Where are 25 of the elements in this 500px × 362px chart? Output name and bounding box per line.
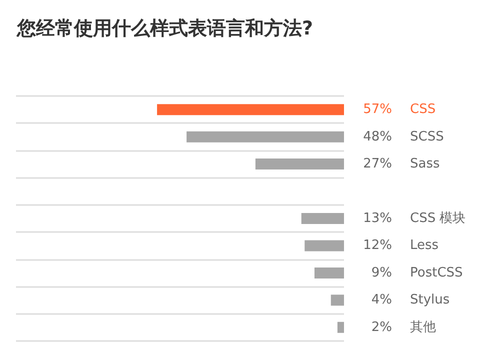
y-tick-label: CSS 模块 [410, 211, 466, 226]
data-label: 12% [363, 238, 392, 254]
data-label: 9% [371, 265, 392, 280]
bar [301, 213, 344, 224]
bar [330, 294, 344, 306]
data-label: 13% [363, 211, 392, 226]
data-label: 48% [363, 129, 392, 144]
bar [157, 104, 344, 116]
data-label: 27% [363, 156, 392, 172]
bar [186, 131, 344, 142]
data-label: 57% [363, 102, 392, 118]
y-tick-label: Less [410, 238, 439, 254]
y-tick-label: SCSS [410, 129, 444, 144]
bar [337, 322, 344, 333]
data-label: 4% [371, 292, 392, 308]
y-tick-label: CSS [410, 102, 436, 118]
y-tick-label: Stylus [410, 292, 450, 308]
y-tick-label: Sass [410, 156, 440, 172]
bar [304, 240, 344, 252]
bar [314, 267, 344, 278]
y-tick-label: 其他 [410, 320, 436, 335]
data-label: 2% [371, 320, 392, 335]
chart-title: 您经常使用什么样式表语言和方法? [16, 18, 314, 40]
bar [255, 158, 344, 170]
y-tick-label: PostCSS [410, 265, 463, 280]
